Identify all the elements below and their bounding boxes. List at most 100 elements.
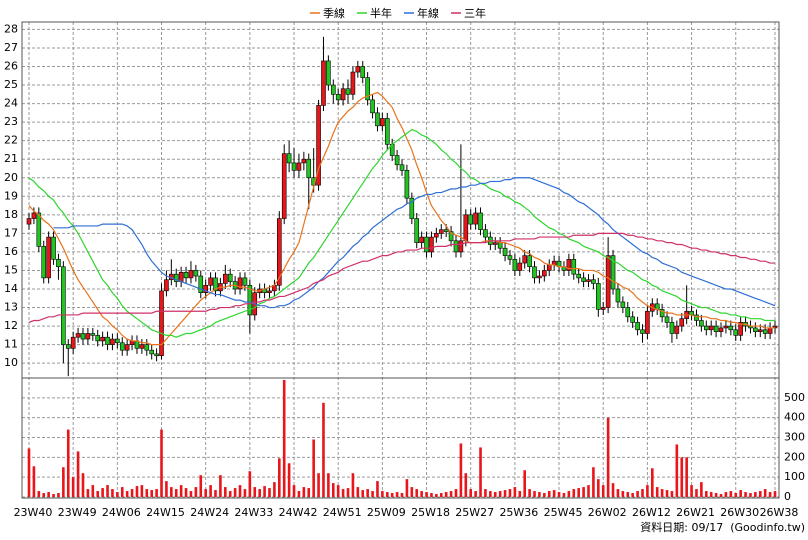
volume-bar xyxy=(47,492,50,497)
y-tick-label: 10 xyxy=(4,356,18,369)
volume-bar xyxy=(336,485,340,497)
volume-bar xyxy=(626,492,630,497)
candle-body xyxy=(679,318,685,327)
candle-body xyxy=(507,255,513,260)
volume-bar xyxy=(385,492,389,497)
candle-body xyxy=(738,322,743,336)
volume-bar xyxy=(538,492,541,497)
candle-body xyxy=(635,322,640,331)
candle-body xyxy=(434,233,439,238)
volume-bar xyxy=(572,489,576,497)
volume-bar xyxy=(503,490,507,497)
candle-body xyxy=(537,275,542,279)
volume-bar xyxy=(27,448,31,497)
candle-body xyxy=(438,229,444,234)
source: 資料日期: 09/17 (Goodinfo.tw) xyxy=(640,520,805,534)
candle-body xyxy=(414,218,420,243)
candle-body xyxy=(694,314,699,321)
volume-bar xyxy=(273,482,276,497)
x-tick-label: 25W09 xyxy=(367,506,406,519)
volume-bar xyxy=(734,493,738,497)
candle-body xyxy=(124,344,130,351)
volume-bar xyxy=(493,492,497,497)
candle-body xyxy=(227,273,233,282)
volume-bar xyxy=(665,490,669,497)
candle-body xyxy=(473,212,478,225)
y-tick-label: 18 xyxy=(4,208,18,221)
volume-bar xyxy=(228,491,232,497)
volume-bar xyxy=(243,489,247,497)
candle-body xyxy=(586,279,591,282)
candle-body xyxy=(370,99,375,114)
volume-bar xyxy=(224,487,227,497)
volume-bar xyxy=(709,492,713,497)
candle-body xyxy=(532,266,537,279)
y-tick-label: 15 xyxy=(4,263,18,276)
candle-body xyxy=(497,242,503,249)
volume-bar xyxy=(729,491,733,497)
candle-body xyxy=(85,333,91,340)
x-tick-label: 25W45 xyxy=(544,506,583,519)
candle-body xyxy=(277,218,282,286)
candle-body xyxy=(188,270,194,279)
volume-bar xyxy=(150,490,153,497)
volume-bar xyxy=(37,491,41,497)
volume-bar xyxy=(773,491,777,497)
candle-body xyxy=(659,309,665,318)
candle-body xyxy=(443,229,449,232)
candle-body xyxy=(757,329,763,332)
volume-bar xyxy=(179,485,183,497)
candle-body xyxy=(41,246,47,279)
volume-bar xyxy=(567,491,571,497)
x-tick-label: 24W06 xyxy=(102,506,141,519)
volume-bar xyxy=(714,493,718,497)
candle-body xyxy=(316,105,321,186)
volume-bar xyxy=(204,489,207,497)
y2-tick-label: 0 xyxy=(784,490,791,503)
candle-body xyxy=(173,273,179,282)
y-tick-label: 22 xyxy=(4,134,18,147)
volume-bar xyxy=(690,485,693,497)
volume-bar xyxy=(685,457,688,497)
volume-bar xyxy=(498,491,502,497)
candle-body xyxy=(571,259,577,275)
volume-bar xyxy=(675,444,679,497)
volume-bar xyxy=(444,492,448,497)
candle-body xyxy=(463,214,469,242)
volume-bar xyxy=(680,457,684,497)
candle-body xyxy=(281,153,287,219)
volume-bar xyxy=(547,491,551,497)
volume-bar xyxy=(71,477,75,497)
candle-body xyxy=(203,284,208,294)
volume-bar xyxy=(597,479,600,497)
x-tick-label: 23W40 xyxy=(14,506,53,519)
y-tick-label: 23 xyxy=(4,115,18,128)
candle-body xyxy=(620,301,626,308)
candle-body xyxy=(119,342,125,351)
legend-label: 季線 xyxy=(323,6,345,20)
candle-body xyxy=(247,284,253,316)
candle-body xyxy=(630,316,635,323)
grid xyxy=(22,22,779,498)
candle-body xyxy=(375,112,380,127)
volume-bar xyxy=(552,490,556,497)
candle-body xyxy=(223,273,228,284)
candle-body xyxy=(458,240,464,253)
y-tick-label: 25 xyxy=(4,78,18,91)
volume-bar xyxy=(327,473,330,497)
volume-bar xyxy=(660,489,664,497)
candle-body xyxy=(517,262,523,271)
candle-body xyxy=(61,266,66,345)
volume-bar xyxy=(199,475,203,497)
candle-body xyxy=(527,255,532,268)
volume-bar xyxy=(292,485,296,497)
volume-bar xyxy=(543,493,546,497)
volume-bar xyxy=(96,491,100,497)
ma-line xyxy=(28,91,775,346)
volume-bar xyxy=(562,493,566,497)
candle-body xyxy=(286,153,292,164)
y2-tick-label: 100 xyxy=(784,470,805,483)
x-tick-label: 25W18 xyxy=(411,506,450,519)
candle-body xyxy=(208,277,213,286)
